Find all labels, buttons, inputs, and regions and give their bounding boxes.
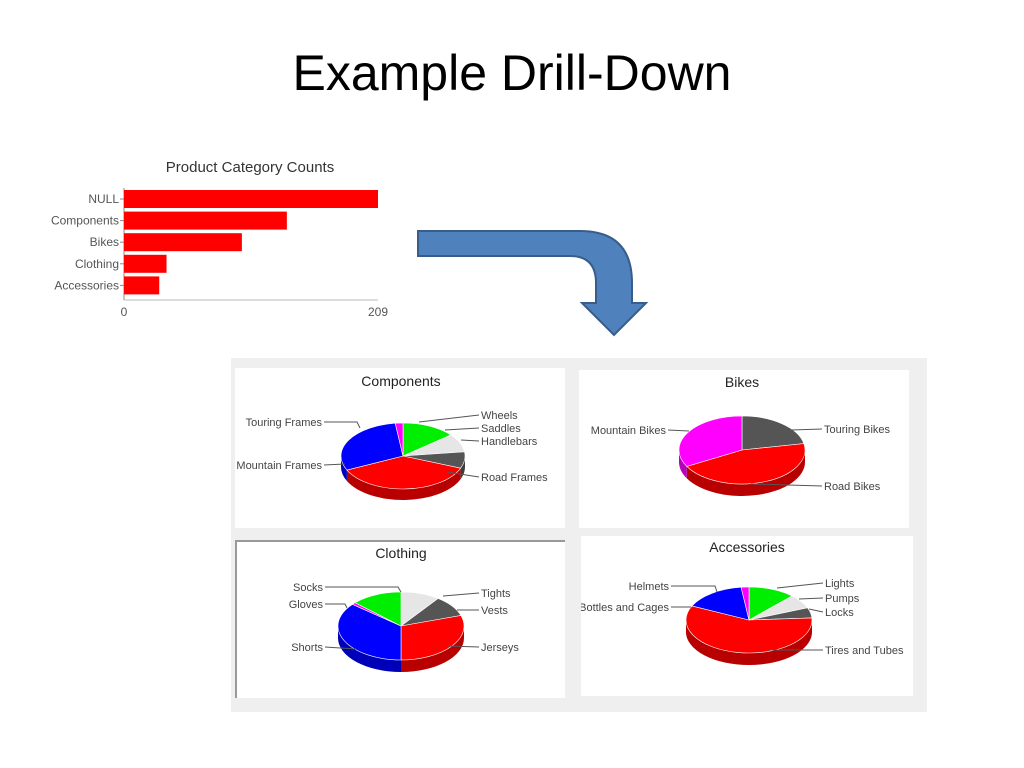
pie-slice-road-bikes (686, 443, 806, 485)
slide-title: Example Drill-Down (292, 45, 732, 101)
leader-line-locks (808, 608, 824, 613)
slice-label-touring-frames: Touring Frames (246, 417, 323, 429)
pie-slice-touring-frames (394, 422, 404, 457)
pie-slice-tires-and-tubes (685, 605, 813, 654)
leader-line-lights (776, 582, 824, 589)
category-label-accessories: Accessories (54, 278, 119, 292)
slice-label-vests: Vests (481, 605, 508, 617)
leader-line-pumps (798, 597, 824, 600)
leader-line-tights (442, 592, 480, 597)
leader-line-saddles (444, 427, 480, 431)
slice-label-locks: Locks (825, 607, 854, 619)
clothing-pie-panel: Clothing Tights Vests Jerseys Shorts Gloves So… (235, 540, 565, 698)
slice-label-mountain-frames: Mountain Frames (236, 460, 322, 472)
pie-side-mountain-bikes (679, 450, 687, 479)
pie-title: Accessories (709, 539, 784, 555)
leader-line-handlebars (460, 439, 480, 442)
pie-slice-helmets (740, 586, 750, 621)
leader-line-touring-frames (324, 421, 361, 429)
leader-line-wheels (418, 414, 480, 423)
pie-title: Bikes (725, 374, 759, 390)
chart-title: Product Category Counts (166, 159, 334, 176)
arrow-shape (417, 230, 649, 337)
pie-side-mountain-frames (341, 456, 347, 482)
pie-title: Clothing (375, 545, 426, 561)
slice-label-road-frames: Road Frames (481, 472, 548, 484)
pie-slice-road-frames (346, 455, 462, 490)
pie-side-handlebars (460, 456, 465, 480)
drill-down-arrow (417, 230, 649, 337)
bar-accessories (124, 276, 160, 295)
bar-null (124, 190, 378, 208)
pie-side-road-frames (346, 468, 461, 500)
slice-label-pumps: Pumps (825, 593, 860, 605)
leader-line-mountain-frames (323, 463, 346, 466)
slice-label-wheels: Wheels (481, 410, 518, 422)
bar-clothing (124, 254, 167, 273)
pie-slice-shorts (337, 603, 402, 661)
slice-label-tights: Tights (481, 588, 511, 600)
slice-label-helmets: Helmets (629, 581, 670, 593)
slice-label-saddles: Saddles (481, 423, 521, 435)
leader-line-shorts (324, 646, 357, 650)
leader-line-helmets (671, 585, 718, 593)
slice-label-road-bikes: Road Bikes (824, 481, 881, 493)
bar-bikes (124, 233, 242, 252)
slice-label-gloves: Gloves (289, 599, 324, 611)
slice-label-handlebars: Handlebars (481, 436, 538, 448)
category-label-bikes: Bikes (90, 235, 119, 249)
x-tick-label-min: 0 (121, 305, 128, 319)
leader-line-road-frames (446, 471, 480, 478)
product-category-bar-chart: Product Category Counts NULL Components Bik… (51, 159, 388, 319)
bar-components (124, 211, 287, 230)
clothing-pie-chart: Clothing Tights Vests Jerseys Shorts Gloves So… (289, 545, 519, 672)
slice-label-shorts: Shorts (291, 642, 323, 654)
pie-slice-mountain-bikes (678, 415, 743, 467)
pie-slice-mountain-frames (340, 422, 404, 471)
pie-title: Components (361, 373, 440, 389)
leader-line-gloves (325, 603, 348, 609)
x-tick-label-max: 209 (368, 305, 388, 319)
leader-line-socks (325, 586, 402, 593)
category-label-components: Components (51, 214, 119, 228)
bikes-pie-panel: Bikes Touring Bikes Road Bikes Mountain Bik… (579, 370, 909, 528)
slice-label-tires-and-tubes: Tires and Tubes (825, 645, 904, 657)
slice-label-lights: Lights (825, 578, 855, 590)
leader-line-mountain-bikes (667, 429, 690, 432)
pie-side-shorts (338, 626, 401, 672)
category-label-clothing: Clothing (75, 257, 119, 271)
slice-label-mountain-bikes: Mountain Bikes (591, 425, 667, 437)
components-pie-panel: Components Wheels Saddles Handlebars Road Fr… (235, 368, 565, 528)
slice-label-touring-bikes: Touring Bikes (824, 424, 891, 436)
pie-side-jerseys (401, 626, 464, 672)
leader-line-road-bikes (750, 483, 823, 487)
slice-label-jerseys: Jerseys (481, 642, 519, 654)
accessories-pie-chart: Accessories Lights Pumps Locks Tires and Tub… (581, 539, 904, 665)
leader-line-touring-bikes (790, 428, 823, 431)
slice-label-socks: Socks (293, 582, 323, 594)
bikes-pie-chart: Bikes Touring Bikes Road Bikes Mountain Bik… (591, 374, 891, 496)
slice-label-bottles-and-cages: Bottles and Cages (581, 602, 670, 614)
accessories-pie-panel: Accessories Lights Pumps Locks Tires and Tub… (581, 536, 913, 696)
drill-down-panel: Components Wheels Saddles Handlebars Road Fr… (231, 358, 927, 712)
pie-slice-bottles-and-cages (691, 586, 750, 621)
pie-side-tires-and-tubes (686, 620, 812, 665)
pie-slice-wheels (402, 422, 452, 457)
pie-slice-touring-bikes (741, 415, 805, 451)
category-label-null: NULL (88, 192, 119, 206)
leader-line-jerseys (446, 645, 480, 648)
